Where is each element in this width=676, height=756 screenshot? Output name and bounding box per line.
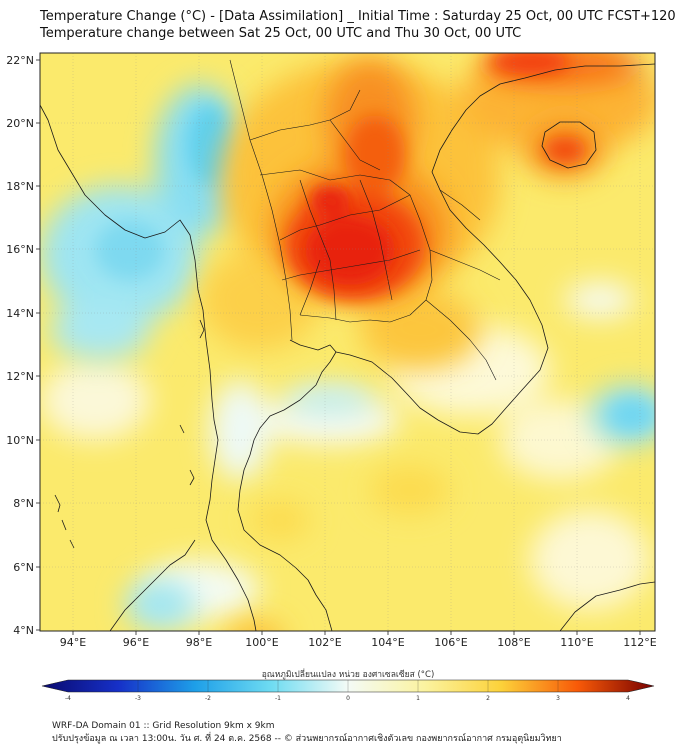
lon-label: 108°E	[497, 636, 530, 649]
footer-credit: ปรับปรุงข้อมูล ณ เวลา 13:00น. วัน ศ. ที่…	[52, 734, 562, 744]
temperature-field	[40, 53, 655, 631]
admin-borders	[229, 59, 501, 381]
title-line-2: Temperature change between Sat 25 Oct, 0…	[40, 26, 522, 41]
lat-label: 4°N	[13, 624, 34, 637]
colorbar-tick: -3	[135, 695, 141, 702]
lon-label: 96°E	[123, 636, 149, 649]
lat-label: 22°N	[6, 54, 34, 67]
map-frame	[39, 52, 656, 632]
lat-label: 8°N	[13, 497, 34, 510]
latitude-axis: 22°N 20°N 18°N 16°N 14°N 12°N 10°N 8°N 6…	[6, 54, 40, 637]
lat-label: 10°N	[6, 434, 34, 447]
footer-model-info: WRF-DA Domain 01 :: Grid Resolution 9km …	[52, 721, 275, 731]
graticule	[40, 53, 655, 631]
title-line-1: Temperature Change (°C) - [Data Assimila…	[40, 9, 676, 24]
lon-label: 98°E	[186, 636, 212, 649]
lon-label: 110°E	[560, 636, 593, 649]
colorbar-tick: 1	[416, 695, 420, 702]
lon-label: 100°E	[245, 636, 278, 649]
footer: WRF-DA Domain 01 :: Grid Resolution 9km …	[52, 720, 662, 746]
colorbar-tick: 3	[556, 695, 560, 702]
lon-label: 106°E	[434, 636, 467, 649]
lon-label: 112°E	[623, 636, 656, 649]
longitude-axis: 94°E 96°E 98°E 100°E 102°E 104°E 106°E 1…	[60, 631, 657, 649]
colorbar-tick: -4	[65, 695, 71, 702]
colorbar-tick: 2	[486, 695, 490, 702]
lat-label: 6°N	[13, 561, 34, 574]
lon-label: 102°E	[308, 636, 341, 649]
lat-label: 16°N	[6, 243, 34, 256]
colorbar: อุณหภูมิเปลี่ยนแปลง หน่วย องศาเซลเซียส (…	[41, 668, 655, 702]
lat-label: 18°N	[6, 180, 34, 193]
lat-label: 12°N	[6, 370, 34, 383]
lat-label: 20°N	[6, 117, 34, 130]
colorbar-tick: 0	[346, 695, 350, 702]
colorbar-tick: -2	[205, 695, 211, 702]
colorbar-title: อุณหภูมิเปลี่ยนแปลง หน่วย องศาเซลเซียส (…	[262, 668, 435, 680]
lat-label: 14°N	[6, 307, 34, 320]
lon-label: 94°E	[60, 636, 86, 649]
colorbar-divisions	[137, 680, 559, 692]
colorbar-tick: -1	[275, 695, 281, 702]
colorbar-tick: 4	[626, 695, 630, 702]
map-title: Temperature Change (°C) - [Data Assimila…	[40, 8, 676, 42]
lon-label: 104°E	[371, 636, 404, 649]
